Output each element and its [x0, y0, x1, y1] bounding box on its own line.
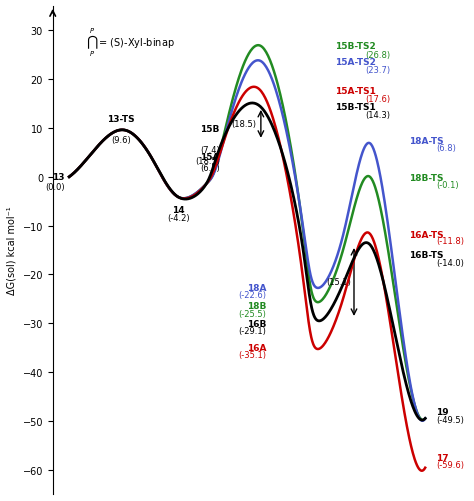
Text: (17.6): (17.6)	[365, 95, 390, 104]
Text: 17: 17	[436, 453, 449, 462]
Text: (-0.1): (-0.1)	[436, 180, 459, 189]
Text: (-35.1): (-35.1)	[238, 350, 266, 359]
Text: 16B-TS: 16B-TS	[409, 251, 443, 260]
Text: 13: 13	[52, 173, 65, 182]
Text: (-25.5): (-25.5)	[238, 309, 266, 318]
Text: 16B: 16B	[247, 319, 266, 328]
Text: 15A-TS2: 15A-TS2	[335, 58, 376, 67]
Text: 15B-TS1: 15B-TS1	[335, 103, 375, 112]
Text: (9.6): (9.6)	[111, 136, 131, 145]
Text: (-49.5): (-49.5)	[436, 415, 464, 424]
Text: 15B-TS2: 15B-TS2	[335, 43, 375, 52]
Text: (0.0): (0.0)	[45, 183, 65, 192]
Text: (-4.2): (-4.2)	[167, 214, 190, 223]
Text: 18B-TS: 18B-TS	[409, 173, 443, 182]
Text: 16A-TS: 16A-TS	[409, 230, 443, 239]
Text: (-59.6): (-59.6)	[436, 460, 464, 469]
Text: (-14.0): (-14.0)	[436, 258, 464, 267]
Text: 18A-TS: 18A-TS	[409, 136, 443, 145]
Text: 15A: 15A	[201, 153, 220, 162]
Text: (23.7): (23.7)	[365, 66, 390, 75]
Text: 15A-TS1: 15A-TS1	[335, 87, 376, 96]
Text: 18B: 18B	[247, 302, 266, 311]
Text: (-11.8): (-11.8)	[436, 236, 464, 245]
Text: (18.5): (18.5)	[195, 157, 220, 166]
Text: 15B: 15B	[201, 125, 220, 134]
Y-axis label: ΔG(sol) kcal mol⁻¹: ΔG(sol) kcal mol⁻¹	[7, 206, 17, 295]
Text: (7.4): (7.4)	[200, 146, 220, 155]
Text: 18A: 18A	[247, 283, 266, 292]
Text: $\bigcap_P^P$ = (S)-Xyl-binap: $\bigcap_P^P$ = (S)-Xyl-binap	[86, 27, 174, 59]
Text: (18.5): (18.5)	[231, 119, 256, 128]
Text: (14.3): (14.3)	[365, 111, 390, 120]
Text: 13-TS: 13-TS	[108, 115, 135, 124]
Text: (-29.1): (-29.1)	[238, 326, 266, 335]
Text: 19: 19	[436, 407, 449, 416]
Text: (26.8): (26.8)	[365, 51, 390, 60]
Text: (15.1): (15.1)	[327, 278, 351, 287]
Text: (-22.6): (-22.6)	[238, 291, 266, 300]
Text: 16A: 16A	[247, 343, 266, 352]
Text: 14: 14	[173, 206, 185, 214]
Text: (6.8): (6.8)	[436, 144, 456, 153]
Text: (6.5): (6.5)	[200, 164, 220, 173]
